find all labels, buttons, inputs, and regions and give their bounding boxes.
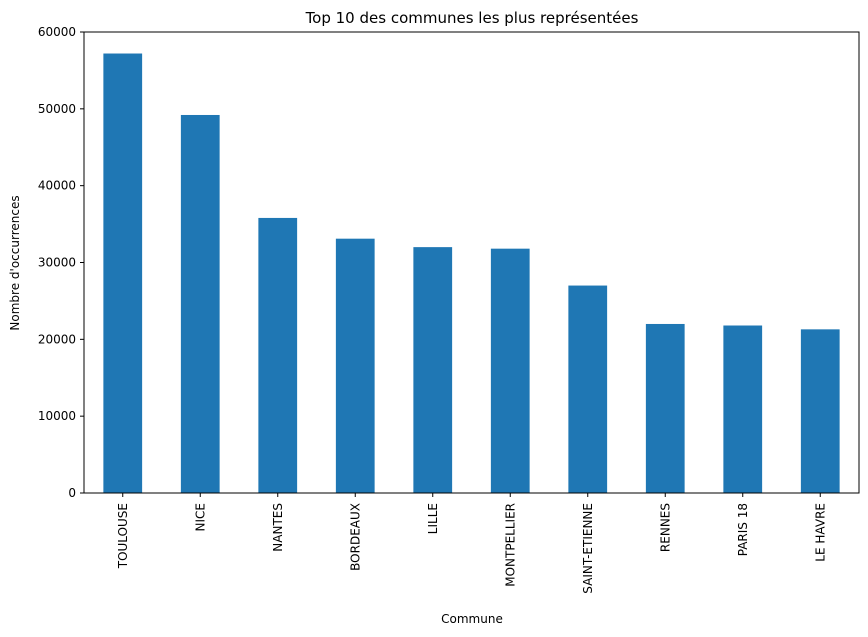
- x-axis-ticks: TOULOUSE NICE NANTES BORDEAUX LILLE MONTPELLI…: [116, 493, 827, 594]
- bar-paris-18: [723, 325, 763, 493]
- x-tick-label: LILLE: [426, 503, 440, 534]
- y-axis-ticks: 0 10000 20000 30000 40000 50000 60000: [38, 25, 84, 500]
- chart-title: Top 10 des communes les plus représentée…: [305, 9, 639, 27]
- bar-lille: [413, 247, 453, 493]
- bar-montpellier: [490, 248, 530, 493]
- y-axis-label: Nombre d'occurrences: [8, 195, 22, 330]
- x-tick-label: NICE: [193, 503, 207, 531]
- x-tick-label: SAINT-ETIENNE: [581, 503, 595, 594]
- plot-frame: [83, 31, 860, 494]
- bar-rennes: [645, 323, 685, 493]
- bar-bordeaux: [335, 238, 375, 493]
- y-tick-label: 20000: [38, 332, 76, 346]
- y-tick-label: 50000: [38, 102, 76, 116]
- x-tick-label: RENNES: [658, 503, 672, 552]
- bars-group: [103, 53, 840, 494]
- y-tick-label: 40000: [38, 179, 76, 193]
- y-tick-label: 0: [68, 486, 76, 500]
- bar-nice: [180, 114, 220, 493]
- bar-saint-etienne: [568, 285, 608, 493]
- x-tick-label: BORDEAUX: [348, 503, 362, 571]
- x-tick-label: NANTES: [271, 503, 285, 552]
- x-tick-label: TOULOUSE: [116, 503, 130, 569]
- x-tick-label: LE HAVRE: [813, 503, 827, 562]
- bar-nantes: [258, 217, 298, 494]
- x-axis-label: Commune: [441, 612, 503, 626]
- x-tick-label: MONTPELLIER: [503, 503, 517, 587]
- y-tick-label: 60000: [38, 25, 76, 39]
- bar-toulouse: [103, 53, 143, 493]
- y-tick-label: 30000: [38, 256, 76, 270]
- x-tick-label: PARIS 18: [736, 503, 750, 556]
- y-tick-label: 10000: [38, 409, 76, 423]
- bar-le-havre: [800, 329, 840, 493]
